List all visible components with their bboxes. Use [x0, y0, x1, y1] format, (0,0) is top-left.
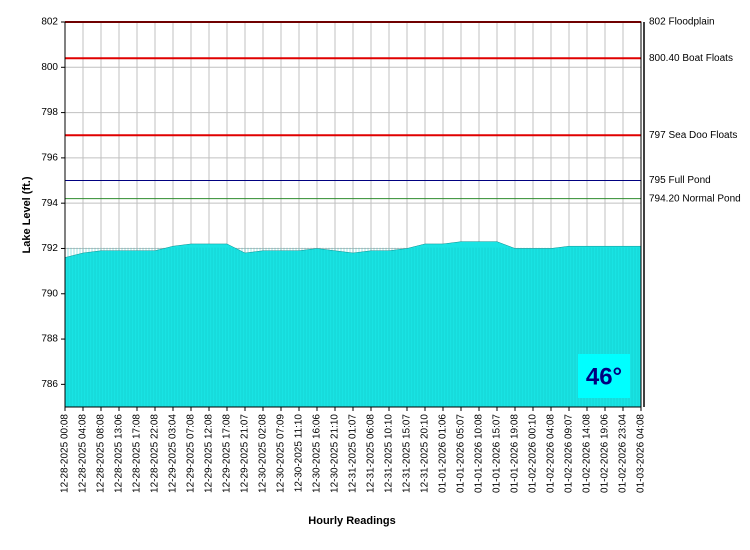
plot-border	[64, 21, 642, 408]
x-tick-label: 01-03-2026 04:08	[636, 414, 647, 493]
y-tick-label: 788	[41, 334, 58, 345]
x-tick-label: 01-02-2026 14:08	[582, 414, 593, 493]
y-tick-label: 792	[41, 243, 58, 254]
reference-label: 797 Sea Doo Floats	[649, 130, 737, 141]
y-tick-label: 786	[41, 379, 58, 390]
y-tick-label: 798	[41, 107, 58, 118]
y-tick-label: 790	[41, 288, 58, 299]
x-tick-label: 12-31-2025 10:10	[384, 414, 395, 493]
x-tick-label: 12-31-2025 06:08	[366, 414, 377, 493]
x-tick-label: 12-28-2025 22:08	[150, 414, 161, 493]
x-tick-label: 12-28-2025 04:08	[78, 414, 89, 493]
x-axis-title: Hourly Readings	[308, 515, 395, 527]
x-tick-label: 01-01-2026 10:08	[474, 414, 485, 493]
x-tick-label: 01-02-2026 19:06	[600, 414, 611, 493]
reference-label: 802 Floodplain	[649, 17, 715, 28]
x-tick-label: 12-30-2025 11:10	[294, 414, 305, 493]
x-tick-label: 01-02-2026 04:08	[546, 414, 557, 493]
x-tick-label: 12-30-2025 21:10	[330, 414, 341, 493]
x-tick-label: 01-02-2026 00:10	[528, 414, 539, 493]
x-tick-label: 12-29-2025 17:08	[222, 414, 233, 493]
reference-label: 800.40 Boat Floats	[649, 53, 733, 64]
y-tick-label: 796	[41, 153, 58, 164]
x-tick-label: 12-31-2025 20:10	[420, 414, 431, 493]
y-tick-label: 802	[41, 17, 58, 28]
x-tick-label: 12-31-2025 15:07	[402, 414, 413, 493]
reference-label: 794.20 Normal Pond	[649, 193, 741, 204]
x-tick-label: 12-31-2025 01:07	[348, 414, 359, 493]
x-tick-label: 12-29-2025 12:08	[204, 414, 215, 493]
x-tick-label: 01-01-2026 15:07	[492, 414, 503, 493]
x-tick-label: 12-29-2025 07:08	[186, 414, 197, 493]
y-tick-label: 800	[41, 62, 58, 73]
x-tick-label: 12-28-2025 17:08	[132, 414, 143, 493]
x-tick-label: 12-28-2025 08:08	[96, 414, 107, 493]
x-tick-label: 12-28-2025 00:08	[60, 414, 71, 493]
x-tick-label: 01-02-2026 09:07	[564, 414, 575, 493]
y-tick-label: 794	[41, 198, 58, 209]
temperature-badge	[578, 354, 630, 398]
x-tick-label: 12-30-2025 02:08	[258, 414, 269, 493]
x-tick-label: 01-01-2026 05:07	[456, 414, 467, 493]
x-tick-label: 12-29-2025 03:04	[168, 414, 179, 493]
temperature: 46°	[586, 363, 622, 390]
x-tick-label: 01-02-2026 23:04	[618, 414, 629, 493]
x-tick-label: 12-30-2025 16:06	[312, 414, 323, 493]
reference-label: 795 Full Pond	[649, 175, 711, 186]
x-tick-label: 12-29-2025 21:07	[240, 414, 251, 493]
x-tick-label: 01-01-2026 19:08	[510, 414, 521, 493]
x-tick-label: 12-28-2025 13:06	[114, 414, 125, 493]
y-axis-title: Lake Level (ft.)	[21, 176, 33, 253]
x-tick-label: 12-30-2025 07:09	[276, 414, 287, 493]
x-tick-label: 01-01-2026 01:06	[438, 414, 449, 493]
